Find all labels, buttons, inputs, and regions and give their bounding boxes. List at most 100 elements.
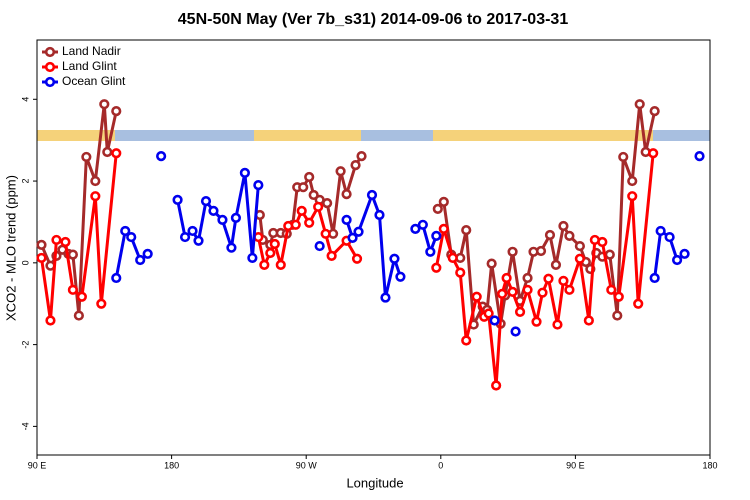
data-point xyxy=(253,180,264,191)
data-point xyxy=(432,203,443,214)
legend-marker xyxy=(44,76,56,88)
data-point xyxy=(612,310,623,321)
data-point xyxy=(60,236,71,248)
data-point xyxy=(275,259,286,270)
data-point xyxy=(564,230,575,241)
data-point xyxy=(618,151,629,163)
data-point xyxy=(230,212,242,223)
data-point xyxy=(179,231,191,243)
data-point xyxy=(67,249,78,260)
data-point xyxy=(471,291,482,302)
data-point xyxy=(259,259,270,270)
data-point xyxy=(417,219,428,230)
data-point xyxy=(648,148,659,159)
data-point xyxy=(253,231,264,243)
land-band xyxy=(254,130,361,141)
data-point xyxy=(313,201,324,212)
data-point xyxy=(694,151,705,162)
data-point xyxy=(497,288,508,300)
data-point xyxy=(461,335,472,346)
data-point xyxy=(81,151,92,163)
legend-marker xyxy=(44,46,56,58)
y-tick-label: 0 xyxy=(20,260,30,265)
data-point xyxy=(664,231,675,243)
data-point xyxy=(102,146,113,158)
data-point xyxy=(655,225,666,237)
data-point xyxy=(322,198,333,209)
data-point xyxy=(172,194,183,205)
y-tick-label: -2 xyxy=(20,341,30,349)
data-point xyxy=(304,171,315,183)
data-point xyxy=(341,214,352,226)
data-point xyxy=(606,284,617,295)
data-point xyxy=(564,284,575,295)
x-tick-label: 0 xyxy=(438,460,443,470)
data-point xyxy=(296,205,307,217)
x-axis-label: Longitude xyxy=(346,475,403,490)
data-point xyxy=(374,209,385,221)
data-point xyxy=(126,231,137,243)
data-point xyxy=(208,205,219,217)
data-point xyxy=(649,272,660,284)
data-point xyxy=(483,308,494,319)
data-point xyxy=(627,175,638,187)
data-point xyxy=(679,248,690,259)
data-point xyxy=(507,246,518,257)
data-point xyxy=(304,217,315,228)
data-point xyxy=(51,234,62,246)
land-band xyxy=(433,130,653,141)
data-point xyxy=(461,225,472,236)
data-point xyxy=(574,253,585,264)
legend-label: Ocean Glint xyxy=(62,74,126,88)
data-point xyxy=(455,267,466,278)
data-point xyxy=(335,166,346,177)
data-point xyxy=(120,225,131,237)
data-point xyxy=(531,316,542,327)
data-point xyxy=(193,235,204,246)
data-point xyxy=(67,284,78,295)
data-point xyxy=(544,229,556,241)
data-point xyxy=(156,151,167,162)
chart-title: 45N-50N May (Ver 7b_s31) 2014-09-06 to 2… xyxy=(178,11,569,28)
y-tick-label: -4 xyxy=(20,422,30,430)
data-point xyxy=(447,252,458,264)
data-point xyxy=(491,380,502,391)
data-point xyxy=(314,240,325,252)
legend-label: Land Nadir xyxy=(62,44,121,58)
data-point xyxy=(36,252,47,264)
data-point xyxy=(604,249,615,260)
data-point xyxy=(217,214,228,226)
data-point xyxy=(486,258,497,269)
data-point xyxy=(96,298,107,309)
data-point xyxy=(73,310,84,321)
data-point xyxy=(347,232,358,243)
data-point xyxy=(366,189,378,201)
data-point xyxy=(543,273,554,284)
data-point xyxy=(558,275,569,286)
land-band xyxy=(37,130,115,141)
data-point xyxy=(187,225,198,237)
data-point xyxy=(45,315,56,326)
data-point xyxy=(507,286,518,297)
ocean-band xyxy=(653,130,710,141)
data-point xyxy=(634,99,645,110)
data-point xyxy=(389,253,400,264)
data-point xyxy=(265,247,276,259)
data-point xyxy=(671,254,683,266)
data-point xyxy=(510,326,521,337)
data-point xyxy=(558,220,569,232)
data-point xyxy=(356,151,367,162)
data-point xyxy=(627,191,638,202)
data-point xyxy=(537,287,548,298)
data-point xyxy=(514,306,526,317)
data-point xyxy=(597,236,608,248)
data-point xyxy=(613,291,624,302)
data-point xyxy=(269,238,280,250)
data-point xyxy=(326,250,337,261)
data-point xyxy=(649,106,660,117)
data-point xyxy=(431,262,442,273)
data-point xyxy=(522,272,533,284)
surface-band xyxy=(37,130,710,141)
data-point xyxy=(200,195,212,207)
